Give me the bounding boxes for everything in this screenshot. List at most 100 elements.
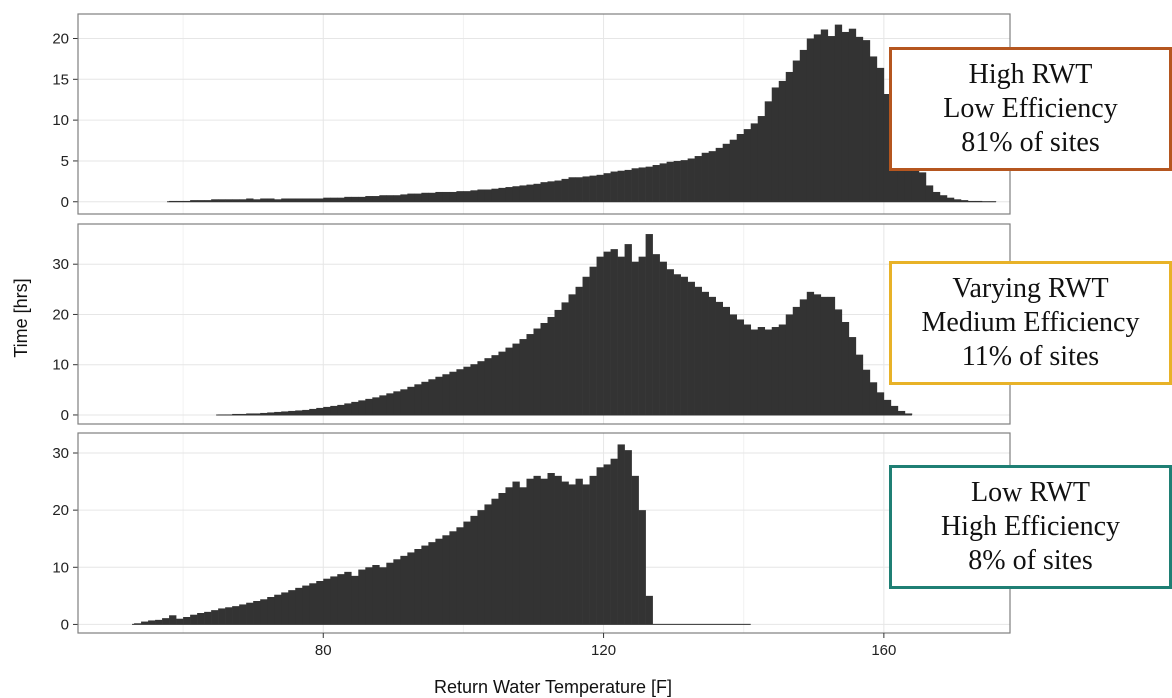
histogram-bar bbox=[491, 498, 499, 625]
histogram-bar bbox=[505, 347, 513, 415]
histogram-bar bbox=[197, 200, 205, 202]
histogram-bar bbox=[582, 176, 590, 202]
histogram-bar bbox=[218, 199, 226, 202]
histogram-bar bbox=[806, 38, 815, 202]
histogram-bar bbox=[421, 192, 429, 202]
histogram-bar bbox=[470, 190, 478, 202]
histogram-bar bbox=[526, 184, 534, 202]
histogram-bar bbox=[575, 478, 583, 625]
histogram-bar bbox=[267, 412, 275, 415]
histogram-bar bbox=[449, 371, 457, 415]
y-tick-label: 5 bbox=[61, 153, 69, 170]
histogram-bar bbox=[610, 458, 618, 625]
histogram-bar bbox=[400, 555, 408, 625]
histogram-bar bbox=[197, 613, 205, 625]
histogram-bar bbox=[421, 545, 429, 625]
histogram-bar bbox=[827, 36, 836, 202]
histogram-bar bbox=[575, 177, 583, 202]
histogram-bar bbox=[568, 294, 576, 415]
histogram-bar bbox=[330, 197, 338, 202]
histogram-bar bbox=[610, 171, 618, 202]
histogram-bar bbox=[442, 191, 450, 202]
annotation-high-rwt-line-2: Low Efficiency bbox=[943, 93, 1118, 124]
annotation-high-rwt-line-1: High RWT bbox=[968, 59, 1093, 90]
histogram-bar bbox=[302, 409, 310, 415]
histogram-bar bbox=[855, 36, 864, 202]
histogram-bar bbox=[799, 49, 808, 202]
histogram-bar bbox=[897, 410, 906, 415]
histogram-bar bbox=[274, 411, 282, 415]
histogram-bar bbox=[925, 185, 934, 202]
histogram-bar bbox=[512, 481, 520, 625]
annotation-low-rwt: Low RWT High Efficiency 8% of sites bbox=[889, 465, 1172, 589]
histogram-bar bbox=[379, 567, 387, 625]
histogram-bar bbox=[274, 199, 282, 202]
histogram-bar bbox=[449, 191, 457, 202]
histogram-bar bbox=[666, 269, 674, 415]
histogram-bar bbox=[281, 411, 289, 415]
histogram-bar bbox=[568, 177, 576, 202]
histogram-bar bbox=[561, 302, 569, 415]
histogram-bar bbox=[743, 129, 752, 202]
histogram-bar bbox=[379, 395, 387, 415]
histogram-bar bbox=[869, 382, 878, 415]
histogram-bar bbox=[456, 527, 464, 625]
histogram-bar bbox=[631, 261, 639, 415]
histogram-bar bbox=[372, 196, 380, 202]
histogram-bar bbox=[526, 334, 534, 415]
histogram-bar bbox=[750, 123, 759, 202]
histogram-bar bbox=[344, 571, 352, 625]
histogram-bar bbox=[638, 256, 646, 415]
histogram-bar bbox=[519, 339, 527, 415]
histogram-bar bbox=[442, 535, 450, 625]
histogram-bar bbox=[358, 569, 366, 625]
annotation-varying-rwt-line-2: Medium Efficiency bbox=[921, 307, 1140, 338]
histogram-bar bbox=[652, 254, 660, 415]
histogram-bar bbox=[596, 256, 604, 415]
histogram-bar bbox=[204, 611, 212, 625]
histogram-bar bbox=[498, 493, 506, 625]
histogram-bar bbox=[386, 195, 394, 202]
histogram-bar bbox=[456, 369, 464, 415]
histogram-bar bbox=[288, 590, 296, 625]
histogram-bar bbox=[890, 405, 899, 415]
histogram-bar bbox=[491, 355, 499, 415]
histogram-bar bbox=[757, 116, 766, 202]
histogram-bar bbox=[281, 198, 289, 202]
histogram-bar bbox=[211, 610, 219, 625]
histogram-bar bbox=[239, 199, 247, 202]
histogram-bar bbox=[841, 31, 850, 202]
histogram-bar bbox=[596, 174, 604, 202]
histogram-bar bbox=[330, 576, 338, 625]
histogram-bar bbox=[428, 379, 436, 415]
histogram-bar bbox=[302, 198, 310, 202]
histogram-bar bbox=[645, 166, 653, 202]
histogram-bar bbox=[239, 604, 247, 625]
histogram-bar bbox=[834, 309, 843, 415]
histogram-bar bbox=[554, 309, 562, 415]
histogram-bar bbox=[862, 369, 871, 415]
histogram-bar bbox=[288, 410, 296, 415]
annotation-low-rwt-line-3: 8% of sites bbox=[968, 545, 1093, 576]
annotation-varying-rwt-line-1: Varying RWT bbox=[952, 273, 1109, 304]
histogram-bar bbox=[512, 343, 520, 415]
histogram-bar bbox=[484, 189, 492, 202]
histogram-bar bbox=[687, 281, 695, 415]
histogram-bar bbox=[610, 249, 618, 415]
histogram-bar bbox=[456, 191, 464, 202]
histogram-bar bbox=[232, 606, 240, 625]
histogram-bar bbox=[631, 168, 639, 202]
histogram-bar bbox=[288, 198, 296, 202]
histogram-bar bbox=[295, 410, 303, 415]
histogram-bar bbox=[848, 28, 857, 202]
histogram-bar bbox=[407, 386, 415, 415]
histogram-bar bbox=[862, 40, 871, 202]
histogram-bar bbox=[379, 195, 387, 202]
histogram-bar bbox=[624, 169, 632, 202]
histogram-bar bbox=[330, 405, 338, 415]
histogram-bar bbox=[715, 301, 723, 415]
histogram-bar bbox=[904, 413, 913, 415]
x-axis-title: Return Water Temperature [F] bbox=[434, 677, 672, 697]
histogram-bar bbox=[547, 181, 555, 202]
histogram-bar bbox=[414, 384, 422, 415]
